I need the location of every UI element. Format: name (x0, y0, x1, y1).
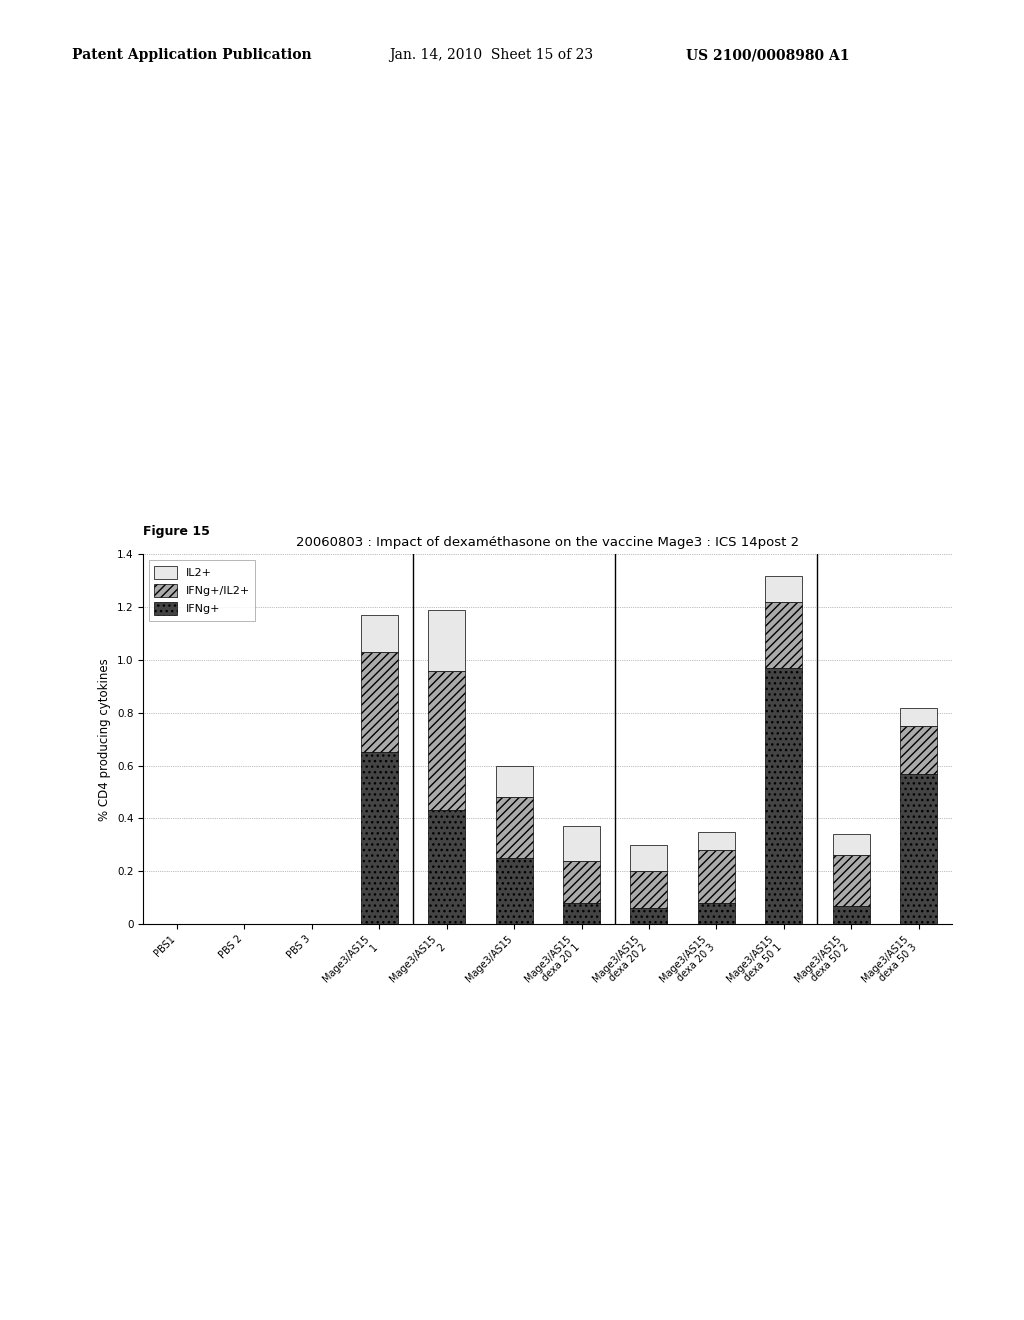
Bar (765, 576, 803, 602)
Bar (360, 652, 398, 752)
Bar (496, 766, 532, 797)
Bar (496, 858, 532, 924)
Bar (563, 903, 600, 924)
Bar (833, 834, 869, 855)
Bar (428, 610, 465, 671)
Bar (563, 861, 600, 903)
Bar (833, 855, 869, 906)
Text: US 2100/0008980 A1: US 2100/0008980 A1 (686, 49, 850, 62)
Legend: IL2+, IFNg+/IL2+, IFNg+: IL2+, IFNg+/IL2+, IFNg+ (148, 560, 255, 620)
Bar (900, 774, 937, 924)
Bar (360, 752, 398, 924)
Bar (631, 845, 668, 871)
Bar (697, 903, 735, 924)
Bar (428, 671, 465, 810)
Text: Patent Application Publication: Patent Application Publication (72, 49, 311, 62)
Bar (631, 871, 668, 908)
Bar (697, 832, 735, 850)
Bar (900, 726, 937, 774)
Bar (563, 826, 600, 861)
Bar (496, 797, 532, 858)
Bar (765, 668, 803, 924)
Text: Jan. 14, 2010  Sheet 15 of 23: Jan. 14, 2010 Sheet 15 of 23 (389, 49, 593, 62)
Title: 20060803 : Impact of dexaméthasone on the vaccine Mage3 : ICS 14post 2: 20060803 : Impact of dexaméthasone on th… (296, 536, 800, 549)
Bar (900, 708, 937, 726)
Bar (360, 615, 398, 652)
Bar (697, 850, 735, 903)
Text: Figure 15: Figure 15 (143, 524, 210, 537)
Y-axis label: % CD4 producing cytokines: % CD4 producing cytokines (98, 657, 112, 821)
Bar (833, 906, 869, 924)
Bar (631, 908, 668, 924)
Bar (428, 810, 465, 924)
Bar (765, 602, 803, 668)
